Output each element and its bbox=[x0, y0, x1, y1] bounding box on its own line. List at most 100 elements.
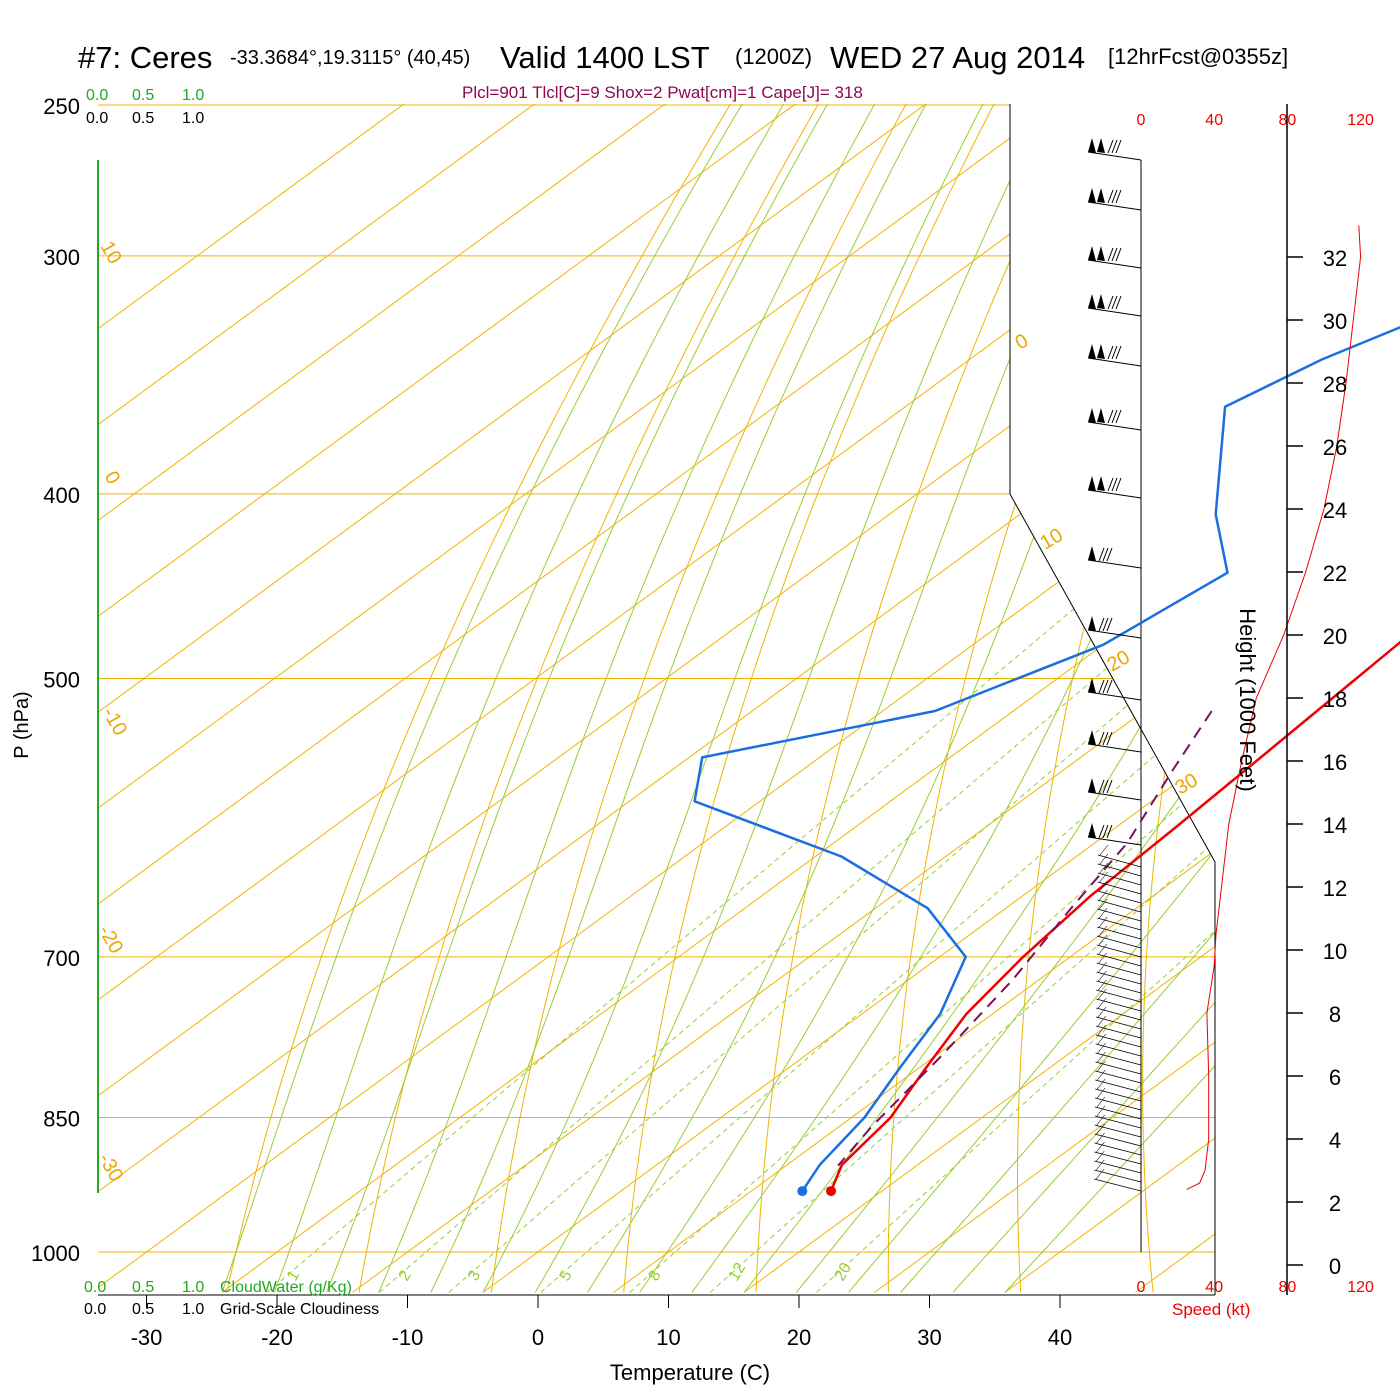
height-tick-label: 30 bbox=[1323, 309, 1347, 334]
pressure-tick-label: 500 bbox=[43, 668, 80, 693]
moist-adiabat-line bbox=[430, 104, 927, 1293]
height-tick-label: 14 bbox=[1323, 813, 1347, 838]
wind-barb-feather bbox=[1098, 934, 1108, 946]
x-tick-label: 20 bbox=[787, 1325, 811, 1350]
isotherm-line bbox=[98, 104, 797, 618]
mixing-ratio-label: 3 bbox=[465, 1268, 484, 1284]
wind-barb-feather bbox=[1098, 952, 1107, 964]
speed-tick-top: 40 bbox=[1205, 112, 1223, 129]
isotherm-line bbox=[98, 104, 666, 522]
isotherm-line bbox=[98, 104, 405, 330]
moist-adiabat-line bbox=[482, 104, 984, 1293]
dry-adiabat-line bbox=[1382, 71, 1400, 1292]
wind-speed-profile bbox=[1186, 225, 1362, 1190]
wind-barb-feather bbox=[1096, 1114, 1105, 1126]
wind-barb-feather bbox=[1115, 139, 1122, 154]
wind-barb-staff bbox=[1095, 1079, 1142, 1093]
wind-barb-staff bbox=[1097, 899, 1142, 913]
wind-barb-staff bbox=[1095, 1088, 1142, 1102]
wind-barb-feather bbox=[1106, 779, 1113, 794]
height-tick-label: 16 bbox=[1323, 750, 1347, 775]
wind-barb-feather bbox=[1098, 943, 1108, 955]
mixing-ratio-line bbox=[709, 840, 1215, 1293]
isotherm-line bbox=[98, 274, 1215, 1097]
wind-barb-staff bbox=[1094, 1169, 1142, 1183]
wind-barb-staff bbox=[1097, 881, 1142, 895]
wind-barb-feather bbox=[1097, 1015, 1107, 1027]
wind-barb-flag bbox=[1097, 246, 1105, 261]
pressure-tick-label: 700 bbox=[43, 946, 80, 971]
moist-adiabat-line bbox=[534, 104, 1048, 1293]
wind-barb-flag bbox=[1088, 616, 1096, 631]
wind-barb-staff bbox=[1087, 629, 1142, 639]
pressure-tick-label: 1000 bbox=[31, 1241, 80, 1266]
wind-barb-staff bbox=[1087, 791, 1142, 801]
isotherm-line bbox=[613, 849, 1215, 1293]
isotherm-line bbox=[874, 1041, 1215, 1293]
wind-barb-feather bbox=[1102, 679, 1109, 694]
wind-barb-feather bbox=[1099, 853, 1109, 865]
wind-barb-staff bbox=[1096, 971, 1142, 985]
wind-barb-feather bbox=[1096, 1141, 1105, 1153]
wind-barb-feather bbox=[1099, 844, 1109, 856]
x-tick-label: 0 bbox=[532, 1325, 544, 1350]
wind-barb-staff bbox=[1097, 926, 1142, 940]
speed-tick-top: 0 bbox=[1137, 112, 1146, 129]
x-tick-label: -10 bbox=[392, 1325, 424, 1350]
wind-barb-feather bbox=[1099, 862, 1109, 874]
wind-barb-feather bbox=[1107, 409, 1114, 424]
mixing-ratio-lines bbox=[266, 493, 1215, 1293]
isotherm-line bbox=[98, 104, 1188, 905]
wind-barb-feather bbox=[1106, 731, 1113, 746]
pressure-axis-ticks: 250 300 400 500 700 850 1000 bbox=[31, 94, 80, 1266]
wind-barb-staff bbox=[1087, 421, 1142, 431]
isotherms bbox=[98, 104, 1215, 1293]
chart-title: #7: Ceres -33.3684°,19.3115° (40,45) Val… bbox=[78, 40, 1288, 102]
wind-barb-staff bbox=[1097, 917, 1142, 931]
wind-barb-feather bbox=[1097, 997, 1107, 1009]
wind-barb-staff bbox=[1087, 691, 1142, 701]
cloud-water-tick: 0.5 bbox=[132, 1279, 154, 1296]
height-tick-label: 6 bbox=[1329, 1065, 1341, 1090]
wind-barb-staff bbox=[1096, 980, 1142, 994]
moist-adiabat-line bbox=[1004, 1065, 1215, 1293]
wind-barb-feather bbox=[1111, 139, 1118, 154]
wind-barb-feather bbox=[1111, 409, 1118, 424]
wind-barb-flag bbox=[1097, 188, 1105, 203]
dry-adiabats bbox=[226, 71, 1400, 1293]
mixing-ratio-line bbox=[629, 774, 1215, 1293]
wind-barb-feather bbox=[1098, 979, 1107, 991]
wind-barb-feather bbox=[1098, 925, 1108, 937]
wind-barb-staff bbox=[1096, 935, 1142, 949]
isotherm-line bbox=[98, 466, 1215, 1289]
speed-tick-bottom: 0 bbox=[1137, 1279, 1146, 1296]
parcel-line bbox=[837, 710, 1213, 1167]
wind-barb-feather bbox=[1111, 477, 1118, 492]
wind-barb-feather bbox=[1099, 871, 1108, 883]
wind-barb-staff bbox=[1095, 1061, 1142, 1075]
sounding-parameters: Plcl=901 Tlcl[C]=9 Shox=2 Pwat[cm]=1 Cap… bbox=[462, 83, 863, 102]
wind-barb-flag bbox=[1088, 730, 1096, 745]
mixing-ratio-line bbox=[378, 575, 1215, 1293]
wind-barb-feather bbox=[1099, 880, 1108, 892]
moist-adiabats bbox=[221, 104, 1215, 1293]
moist-adiabat-line bbox=[848, 849, 1215, 1293]
isotherm-line bbox=[98, 104, 1058, 809]
wind-barb-feather bbox=[1115, 295, 1122, 310]
cloud-axis-top: 0.0 0.5 1.0 0.0 0.5 1.0 bbox=[86, 87, 204, 127]
wind-barb-feather bbox=[1098, 970, 1107, 982]
surface-temperature-dot bbox=[826, 1186, 837, 1197]
diagram-boundary-mask bbox=[1010, 104, 1215, 862]
wind-barb-feather bbox=[1111, 189, 1118, 204]
wind-barb-feather bbox=[1096, 1150, 1105, 1162]
wind-barb-feather bbox=[1098, 779, 1105, 794]
station-coords: -33.3684°,19.3115° (40,45) bbox=[230, 47, 470, 69]
wind-barb-staff bbox=[1095, 1070, 1142, 1084]
wind-barb-staff bbox=[1097, 872, 1142, 886]
wind-barb-flag bbox=[1088, 188, 1096, 203]
wind-barb-feather bbox=[1097, 1051, 1106, 1063]
wind-barb-flag bbox=[1097, 344, 1105, 359]
wind-barb-feather bbox=[1107, 247, 1114, 262]
wind-barb-flag bbox=[1097, 138, 1105, 153]
